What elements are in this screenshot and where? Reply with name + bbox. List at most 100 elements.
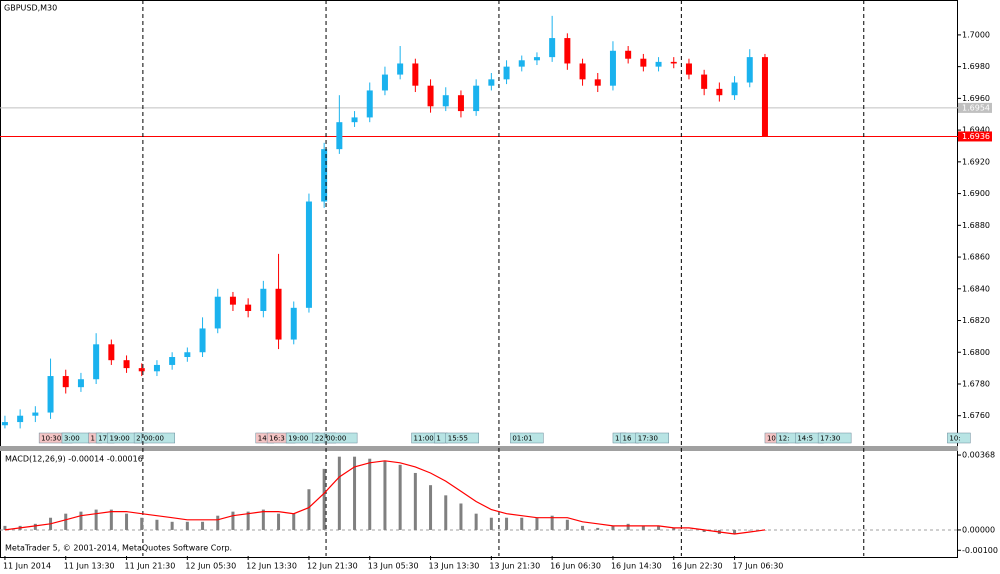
histogram-bar — [733, 529, 737, 535]
event-label: 1 — [436, 435, 440, 443]
event-label: 16 — [623, 435, 632, 443]
y-tick-label: 1.6900 — [962, 189, 990, 198]
y-tick-label: -0.00100 — [962, 546, 998, 555]
candle-body — [518, 60, 525, 67]
histogram-bar — [216, 515, 220, 530]
histogram-bar — [641, 525, 645, 530]
y-tick-label: 1.6780 — [962, 379, 990, 388]
candle-body — [351, 117, 358, 123]
candle-body — [457, 95, 464, 112]
histogram-bar — [459, 503, 463, 530]
x-tick-label: 11 Jun 13:30 — [64, 562, 115, 571]
event-marker — [141, 432, 175, 444]
copyright: MetaTrader 5, © 2001-2014, MetaQuotes So… — [5, 544, 232, 553]
histogram-bar — [626, 523, 630, 530]
event-label: 17 — [98, 435, 107, 443]
histogram-bar — [550, 515, 554, 530]
candle-body — [427, 85, 434, 107]
candle-body — [731, 82, 738, 96]
histogram-bar — [702, 529, 706, 532]
event-marker — [510, 432, 544, 444]
candle-body — [473, 85, 480, 112]
event-marker — [323, 432, 358, 444]
candle-body — [93, 344, 100, 380]
candle-body — [549, 38, 556, 58]
event-label: 14:5 — [797, 435, 813, 443]
y-tick-label: 1.6800 — [962, 348, 990, 357]
histogram-bar — [368, 458, 372, 530]
histogram-bar — [337, 456, 341, 530]
histogram-bar — [322, 468, 326, 530]
candle-body — [169, 357, 176, 365]
event-label: 19:00 — [110, 435, 130, 443]
candle-body — [275, 288, 282, 340]
candle-body — [62, 376, 69, 388]
candle-body — [397, 63, 404, 75]
candle-body — [579, 63, 586, 80]
event-label: 17:30 — [638, 435, 658, 443]
histogram-bar — [155, 519, 159, 530]
histogram-bar — [79, 511, 83, 530]
y-tick-label: 1.6760 — [962, 411, 990, 420]
histogram-bar — [3, 525, 7, 530]
y-tick-label: 1.6860 — [962, 253, 990, 262]
x-tick-label: 12 Jun 05:30 — [185, 562, 236, 571]
plot-frame — [0, 0, 958, 558]
event-marker — [445, 432, 479, 444]
candle-body — [746, 57, 753, 83]
histogram-bar — [109, 509, 113, 530]
candle-body — [214, 296, 221, 329]
candle-body — [123, 360, 130, 369]
candle-body — [153, 364, 160, 372]
event-label: 00:00 — [326, 435, 346, 443]
event-marker — [817, 432, 852, 444]
candle-body — [184, 352, 191, 358]
candle-body — [290, 307, 297, 340]
y-tick-label: 1.6880 — [962, 221, 990, 230]
event-label: 12: — [778, 435, 789, 443]
x-tick-label: 16 Jun 06:30 — [550, 562, 601, 571]
histogram-bar — [429, 485, 433, 530]
event-label: 17:30 — [820, 435, 840, 443]
event-label: 11:00 — [414, 435, 434, 443]
histogram-bar — [246, 511, 250, 530]
candle-body — [260, 288, 267, 311]
event-label: 10: — [949, 435, 960, 443]
histogram-bar — [170, 521, 174, 530]
histogram-bar — [748, 529, 752, 531]
y-tick-label: 0.00000 — [962, 525, 995, 534]
histogram-bar — [535, 517, 539, 530]
x-tick-label: 17 Jun 06:30 — [733, 562, 784, 571]
histogram-bar — [413, 472, 417, 530]
candle-body — [670, 61, 677, 64]
price-label-box — [958, 131, 992, 142]
y-tick-label: 1.7000 — [962, 30, 990, 39]
event-marker — [947, 432, 971, 444]
candle-body — [609, 50, 616, 86]
candle-body — [761, 57, 768, 137]
x-tick-label: 11 Jun 2014 — [3, 562, 51, 571]
histogram-bar — [474, 513, 478, 530]
candle-body — [108, 344, 115, 361]
candle-body — [701, 74, 708, 89]
y-tick-label: 1.6820 — [962, 316, 990, 325]
candle-body — [533, 57, 540, 61]
histogram-bar — [261, 509, 265, 530]
y-tick-label: 1.6980 — [962, 62, 990, 71]
histogram-bar — [307, 489, 311, 530]
histogram-bar — [185, 521, 189, 530]
event-marker — [635, 432, 670, 444]
y-tick-label: 0.00368 — [962, 451, 995, 460]
candle-body — [1, 422, 8, 426]
candle-body — [77, 379, 84, 388]
x-tick-label: 12 Jun 21:30 — [307, 562, 358, 571]
candle-body — [488, 79, 495, 86]
candle-body — [366, 90, 373, 118]
event-label: 16:3 — [269, 435, 285, 443]
histogram-bar — [657, 525, 661, 530]
histogram-bar — [64, 513, 68, 530]
candle-body — [716, 88, 723, 96]
price-label-box — [958, 102, 992, 113]
candle-body — [199, 328, 206, 353]
